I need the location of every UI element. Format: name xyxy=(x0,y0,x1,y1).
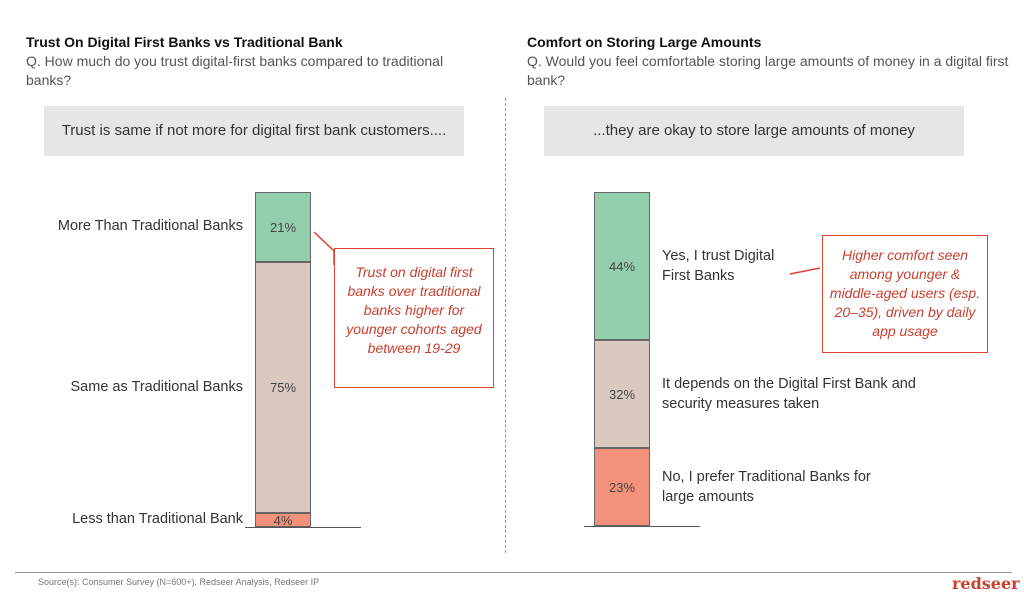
category-label: Same as Traditional Banks xyxy=(70,378,243,395)
bar-segment: 23% xyxy=(594,448,650,526)
data-label: 44% xyxy=(608,258,636,274)
redseer-logo: redseer xyxy=(952,574,1020,593)
category-label: No, I prefer Traditional Banks for large… xyxy=(662,469,871,505)
bar-segment: 21% xyxy=(255,192,311,262)
data-label: 75% xyxy=(269,380,297,395)
left-banner: Trust is same if not more for digital fi… xyxy=(44,106,464,156)
source-note: Source(s): Consumer Survey (N=600+), Red… xyxy=(38,577,320,587)
bar-segment: 32% xyxy=(594,340,650,448)
data-label: 4% xyxy=(273,512,293,528)
right-banner: ...they are okay to store large amounts … xyxy=(544,106,964,156)
chart-baseline xyxy=(584,526,700,527)
data-label: 21% xyxy=(269,219,297,235)
panel-divider xyxy=(505,98,506,553)
data-label: 32% xyxy=(608,386,636,402)
left-question: Q. How much do you trust digital-first b… xyxy=(26,53,444,88)
right-question: Q. Would you feel comfortable storing la… xyxy=(527,53,1009,88)
right-chart-title: Comfort on Storing Large Amounts xyxy=(527,34,762,50)
category-label: It depends on the Digital First Bank and… xyxy=(662,376,916,412)
footer-divider xyxy=(15,572,1012,573)
chart-baseline xyxy=(245,527,361,528)
category-label: More Than Traditional Banks xyxy=(57,218,243,234)
bar-segment: 44% xyxy=(594,192,650,340)
data-label: 23% xyxy=(608,479,636,495)
category-label: Yes, I trust Digital First Banks xyxy=(662,248,775,284)
right-callout-pointer xyxy=(789,267,821,275)
left-callout: Trust on digital first banks over tradit… xyxy=(334,248,494,388)
right-callout: Higher comfort seen among younger & midd… xyxy=(822,235,988,353)
left-chart-title: Trust On Digital First Banks vs Traditio… xyxy=(26,34,343,50)
category-label: Less than Traditional Bank xyxy=(72,511,243,527)
bar-segment: 75% xyxy=(255,262,311,513)
bar-segment: 4% xyxy=(255,512,311,528)
